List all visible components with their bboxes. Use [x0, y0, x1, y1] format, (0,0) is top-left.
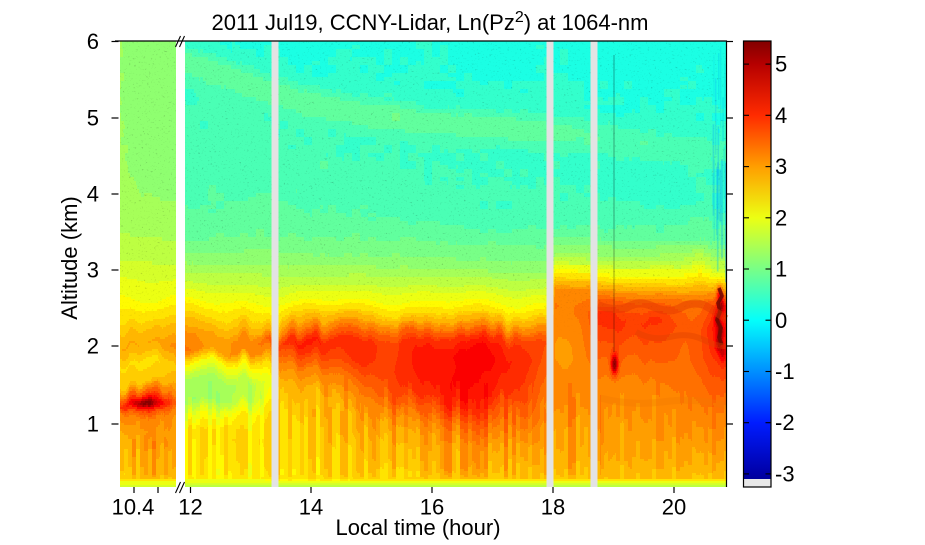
- svg-text:-1: -1: [775, 359, 795, 384]
- svg-text:14: 14: [299, 495, 323, 520]
- svg-text:3: 3: [775, 154, 787, 179]
- svg-text:5: 5: [87, 106, 99, 131]
- svg-text:2: 2: [87, 334, 99, 359]
- svg-text:Altitude (km): Altitude (km): [57, 196, 82, 319]
- svg-text:1: 1: [87, 412, 99, 437]
- svg-text:6: 6: [87, 29, 99, 54]
- svg-text:Local time (hour): Local time (hour): [335, 515, 500, 540]
- svg-text:18: 18: [541, 495, 565, 520]
- svg-text:4: 4: [87, 182, 99, 207]
- svg-text:1: 1: [775, 257, 787, 282]
- svg-text:20: 20: [662, 495, 686, 520]
- svg-text:16: 16: [420, 495, 444, 520]
- svg-text:-3: -3: [775, 461, 795, 486]
- svg-text:2: 2: [775, 205, 787, 230]
- svg-text:-2: -2: [775, 410, 795, 435]
- svg-text:0: 0: [775, 308, 787, 333]
- svg-text:10.4: 10.4: [112, 495, 155, 520]
- svg-text:3: 3: [87, 258, 99, 283]
- svg-text:4: 4: [775, 103, 787, 128]
- svg-text:2011 Jul19, CCNY-Lidar, Ln(Pz2: 2011 Jul19, CCNY-Lidar, Ln(Pz2) at 1064-…: [212, 9, 649, 35]
- svg-text:12: 12: [178, 495, 202, 520]
- svg-text:5: 5: [775, 52, 787, 77]
